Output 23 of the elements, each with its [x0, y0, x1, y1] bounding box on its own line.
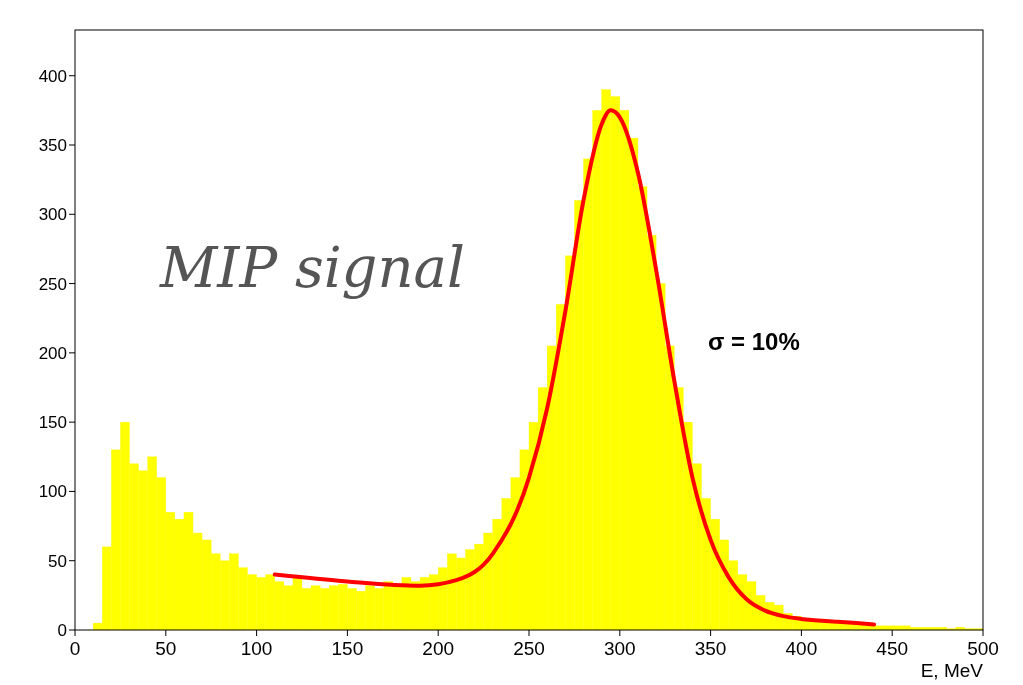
annotation: σ = 10% [708, 328, 800, 355]
x-tick-label: 500 [967, 638, 999, 659]
y-tick-label: 400 [38, 66, 67, 86]
y-tick-label: 300 [38, 205, 67, 225]
x-axis-title: E, MeV [920, 660, 984, 681]
y-tick-label: 150 [38, 413, 67, 433]
y-tick-label: 0 [57, 621, 67, 640]
x-tick-label: 450 [876, 638, 909, 659]
x-tick-label: 100 [240, 638, 273, 659]
y-tick-label: 250 [38, 274, 67, 294]
x-tick-label: 400 [785, 638, 818, 659]
y-tick-label: 100 [38, 482, 67, 502]
x-tick-label: 200 [422, 638, 455, 659]
x-tick-label: 350 [694, 638, 727, 659]
x-tick-label: 300 [603, 638, 636, 659]
x-tick-label: 250 [513, 638, 545, 659]
x-tick-label: 50 [155, 638, 177, 659]
y-tick-label: 200 [38, 343, 67, 363]
y-tick-label: 50 [48, 551, 67, 571]
x-tick-label: 150 [331, 638, 364, 659]
y-tick-label: 350 [38, 136, 67, 156]
annotation: MIP signal [159, 235, 465, 300]
x-tick-label: 0 [69, 638, 81, 659]
